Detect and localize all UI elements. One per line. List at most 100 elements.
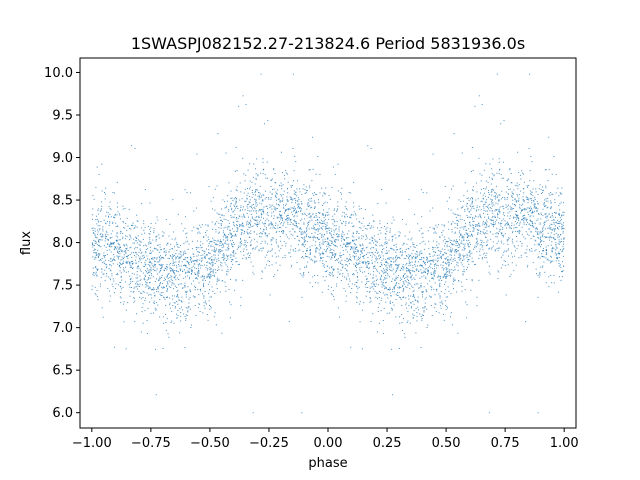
data-point [517,245,519,247]
data-point [122,257,124,259]
data-point [212,264,214,266]
data-point [158,257,160,259]
data-point [224,281,226,283]
data-point [427,230,429,232]
data-point [438,279,440,281]
data-point [282,206,284,208]
data-point [166,296,168,298]
data-point [260,197,262,199]
data-point [537,213,539,215]
data-point [342,250,344,252]
data-point [241,216,243,218]
data-point [253,238,255,240]
data-point [308,228,310,230]
data-point [150,262,152,264]
data-point [101,163,103,165]
data-point [358,236,360,238]
data-point [376,292,378,294]
data-point [428,253,430,255]
data-point [481,200,483,202]
data-point [551,250,553,252]
data-point [225,237,227,239]
data-point [360,270,362,272]
data-point [171,267,173,269]
data-point [255,247,257,249]
data-point [223,259,225,261]
data-point [166,290,168,292]
data-point [200,257,202,259]
data-point [191,324,193,326]
data-point [153,230,155,232]
data-point [322,243,324,245]
data-point [431,277,433,279]
data-point [101,258,103,260]
data-point [545,187,547,189]
data-point [519,204,521,206]
data-point [250,230,252,232]
data-point [383,264,385,266]
data-point [505,191,507,193]
data-point [341,263,343,265]
data-point [209,296,211,298]
data-point [254,183,256,185]
data-point [454,250,456,252]
data-point [433,278,435,280]
data-point [211,265,213,267]
data-point [325,215,327,217]
data-point [306,215,308,217]
data-point [309,282,311,284]
data-point [254,248,256,250]
data-point [113,258,115,260]
data-point [274,207,276,209]
data-point [196,248,198,250]
data-point [509,188,511,190]
data-point [113,256,115,258]
data-point [452,248,454,250]
data-point [448,270,450,272]
data-point [140,262,142,264]
data-point [293,190,295,192]
data-point [530,209,532,211]
data-point [420,282,422,284]
data-point [292,199,294,201]
data-point [415,308,417,310]
data-point [445,277,447,279]
data-point [190,262,192,264]
data-point [471,257,473,259]
data-point [343,234,345,236]
data-point [155,239,157,241]
data-point [173,272,175,274]
data-point [471,218,473,220]
data-point [228,289,230,291]
data-point [294,215,296,217]
data-point [238,245,240,247]
data-point [361,222,363,224]
data-point [114,246,116,248]
data-point [371,252,373,254]
data-point [422,272,424,274]
data-point [550,256,552,258]
data-point [548,276,550,278]
data-point [201,275,203,277]
data-point [266,205,268,207]
data-point [515,214,517,216]
data-point [356,263,358,265]
data-point [179,274,181,276]
data-point [420,250,422,252]
data-point [225,264,227,266]
data-point [487,226,489,228]
data-point [432,247,434,249]
data-point [150,294,152,296]
data-point [171,320,173,322]
data-point [422,236,424,238]
data-point [377,292,379,294]
data-point [450,312,452,314]
data-point [214,274,216,276]
data-point [287,236,289,238]
data-point [396,268,398,270]
data-point [390,248,392,250]
data-point [180,251,182,253]
data-point [372,274,374,276]
data-point [288,208,290,210]
data-point [206,230,208,232]
